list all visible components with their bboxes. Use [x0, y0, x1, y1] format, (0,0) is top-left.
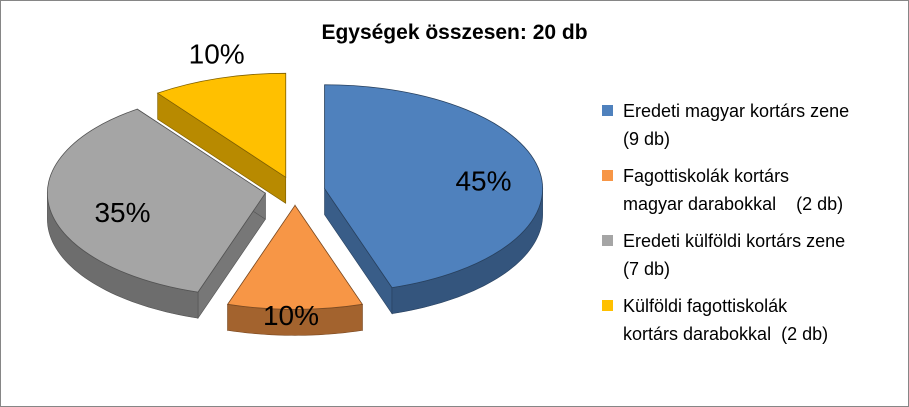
legend-label: (7 db) — [623, 259, 671, 279]
legend-label: (9 db) — [623, 129, 671, 149]
pie-slice — [226, 204, 364, 336]
pie-slice — [156, 72, 287, 204]
legend-item: Eredeti magyar kortárs zene (9 db) — [597, 97, 902, 153]
legend-label: Külföldi fagottiskolák — [623, 296, 788, 316]
legend-swatch — [602, 105, 613, 116]
legend-label: kortárs darabokkal (2 db) — [623, 324, 829, 344]
legend-swatch — [602, 170, 613, 181]
pie-slice-top — [324, 84, 543, 289]
legend-swatch — [602, 235, 613, 246]
legend-label: Eredeti magyar kortárs zene — [623, 101, 850, 121]
legend-label: Eredeti külföldi kortárs zene — [623, 231, 846, 251]
legend-item: Fagottiskolák kortárs magyar darabokkal … — [597, 162, 902, 218]
pie-slice-top — [226, 204, 364, 310]
legend-item: Eredeti külföldi kortárs zene (7 db) — [597, 227, 902, 283]
pie-slice — [324, 84, 543, 315]
data-label: 45% — [455, 166, 511, 197]
legend: Eredeti magyar kortárs zene (9 db) Fagot… — [597, 97, 902, 357]
data-label: 10% — [189, 38, 245, 69]
data-label: 10% — [263, 300, 319, 331]
legend-item: Külföldi fagottiskolák kortárs darabokka… — [597, 292, 902, 348]
chart-title: Egységek összesen: 20 db — [321, 21, 588, 44]
data-label: 35% — [94, 197, 150, 228]
legend-label: Fagottiskolák kortárs — [623, 166, 790, 186]
legend-label: magyar darabokkal (2 db) — [623, 194, 844, 214]
pie-slice — [46, 108, 266, 320]
legend-swatch — [602, 300, 613, 311]
pie-slice-top — [156, 72, 287, 179]
pie-slice-top — [46, 108, 266, 293]
